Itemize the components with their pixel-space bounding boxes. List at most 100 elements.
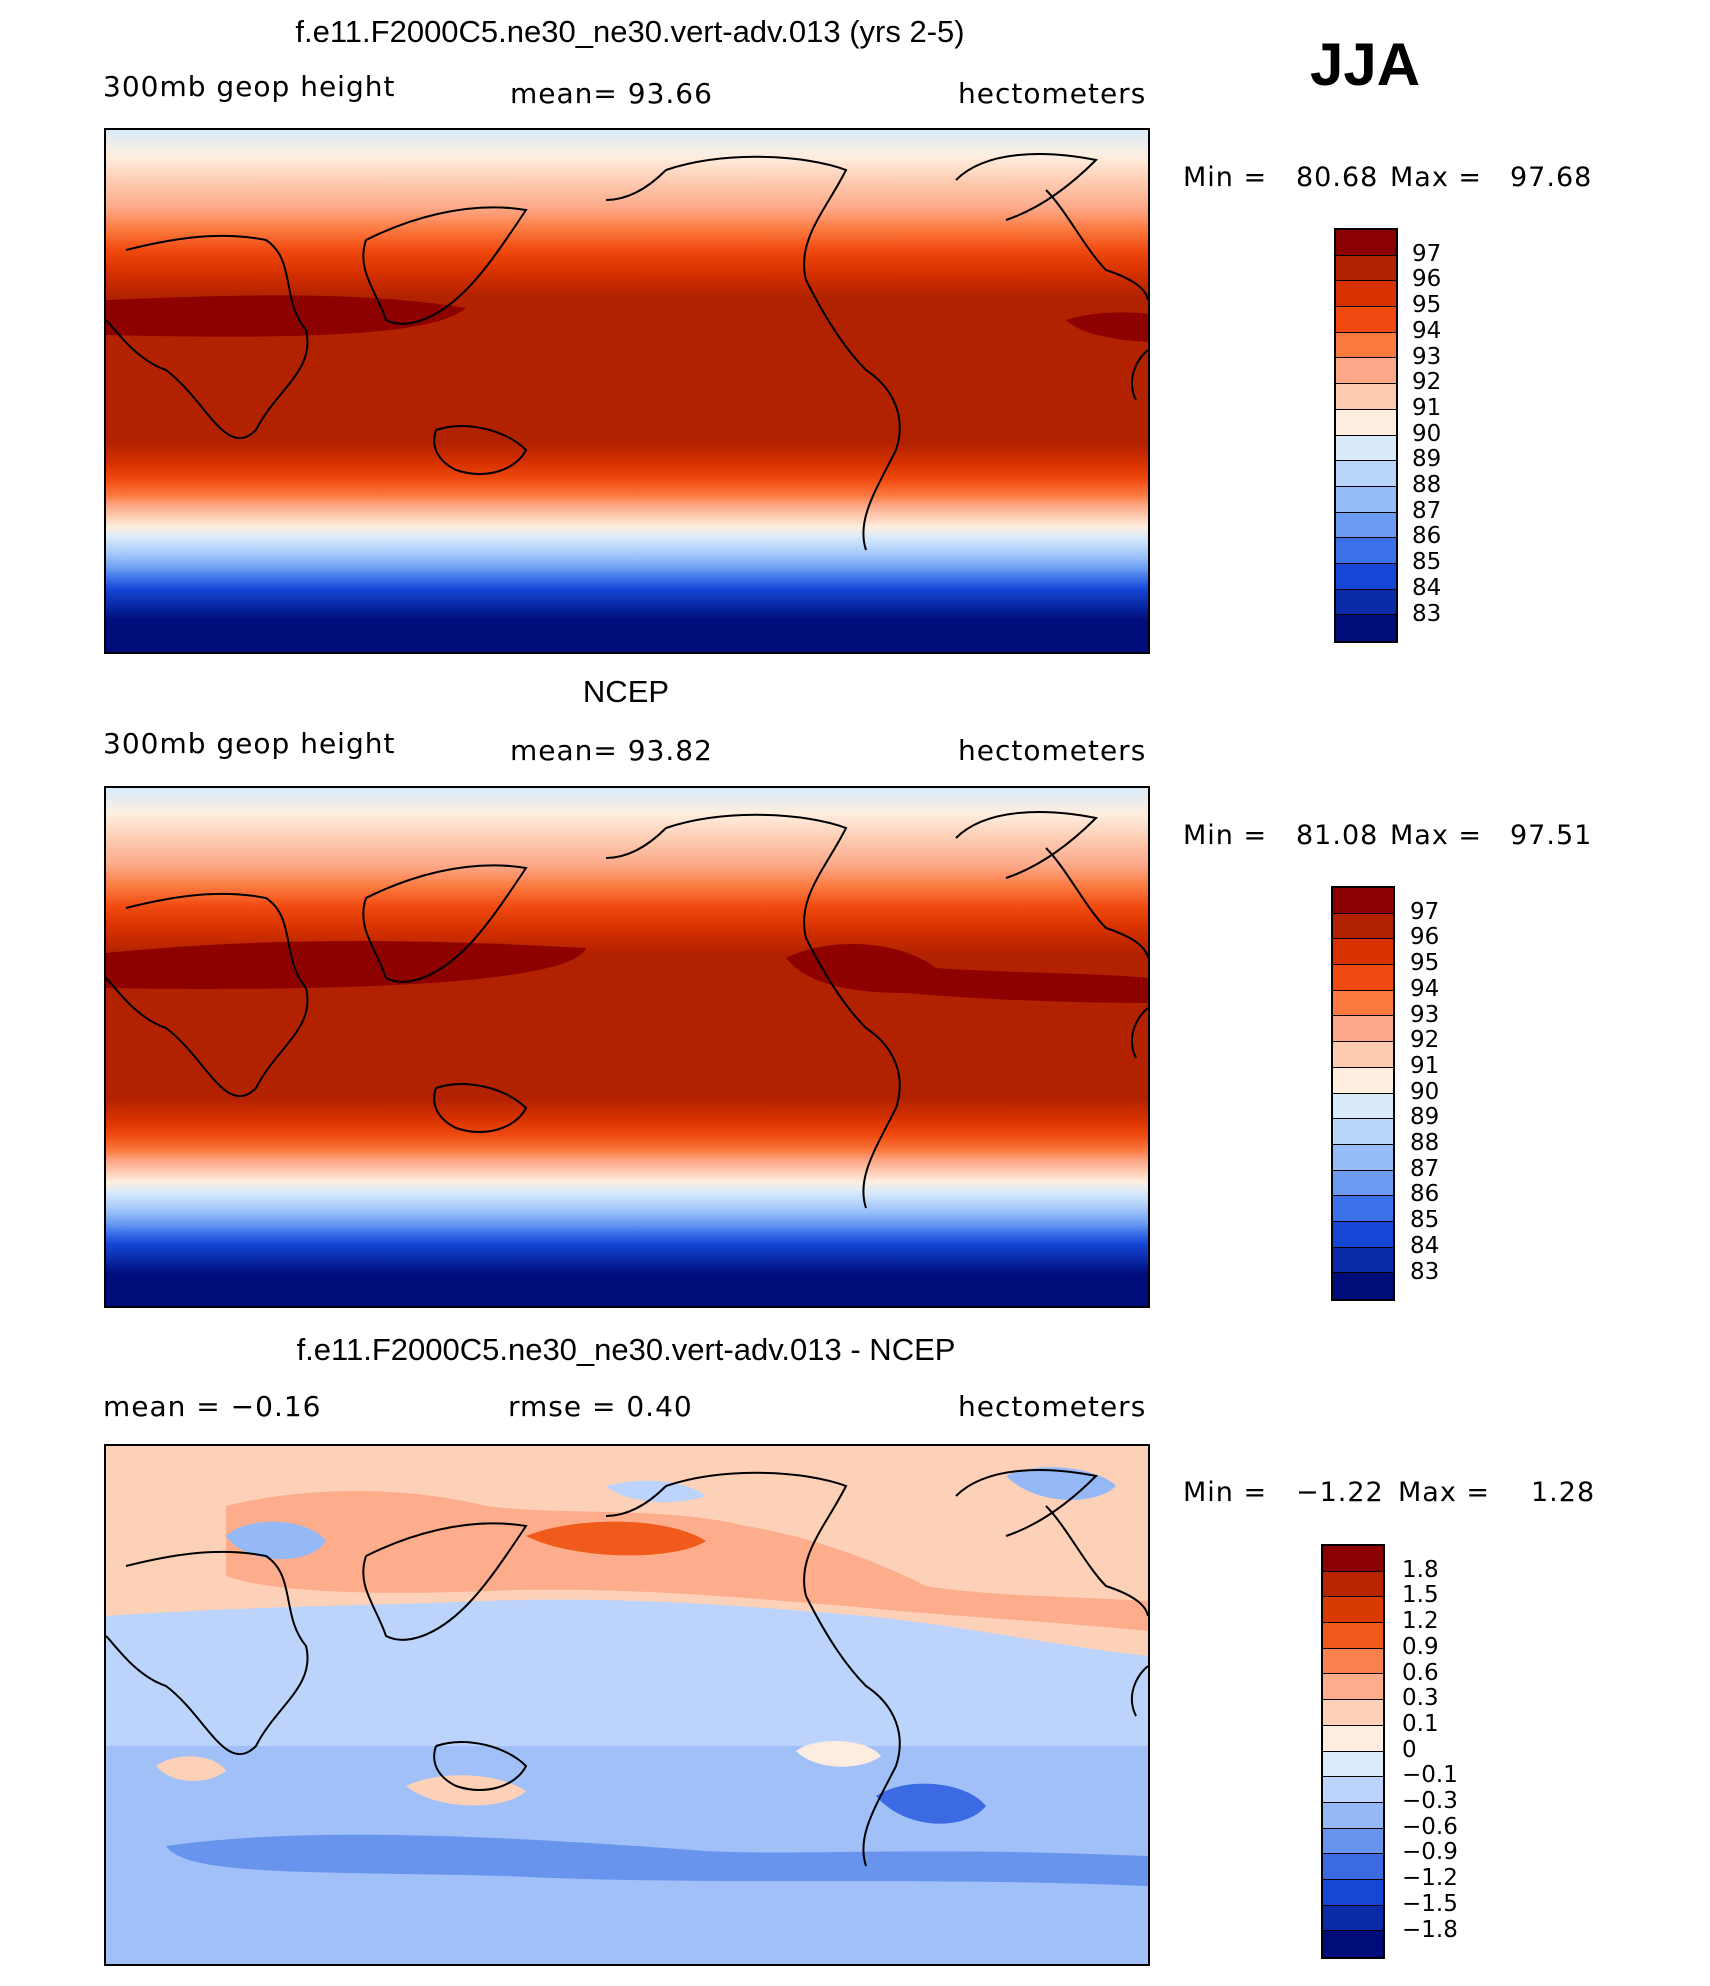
colorbar-swatch xyxy=(1323,1546,1383,1572)
colorbar-tick-label: 97 xyxy=(1412,240,1442,267)
panel1-min-value: 80.68 xyxy=(1296,162,1379,193)
panel3-colorbar xyxy=(1321,1544,1385,1959)
colorbar-tick-label: 89 xyxy=(1410,1104,1440,1131)
panel2-mean-label: mean= 93.82 xyxy=(510,734,713,767)
colorbar-tick-label: −1.5 xyxy=(1402,1890,1458,1917)
colorbar-swatch xyxy=(1336,435,1396,462)
colorbar-swatch xyxy=(1336,563,1396,590)
colorbar-swatch xyxy=(1323,1674,1383,1701)
colorbar-tick-label: 92 xyxy=(1410,1027,1440,1054)
colorbar-swatch xyxy=(1336,307,1396,333)
panel3-map xyxy=(104,1444,1150,1966)
panel1-mean-label: mean= 93.66 xyxy=(510,77,713,110)
colorbar-swatch xyxy=(1323,1725,1383,1752)
colorbar-tick-label: 85 xyxy=(1410,1207,1440,1234)
colorbar-swatch xyxy=(1336,384,1396,410)
colorbar-swatch xyxy=(1333,1273,1393,1299)
colorbar-tick-label: −0.1 xyxy=(1402,1762,1458,1789)
panel1-coastlines xyxy=(106,153,1148,551)
colorbar-swatch xyxy=(1333,1221,1393,1248)
panel1-contour-field xyxy=(106,130,1148,652)
colorbar-tick-label: 97 xyxy=(1410,898,1440,925)
panel2-min-value: 81.08 xyxy=(1296,820,1379,851)
season-label: JJA xyxy=(1310,31,1421,98)
colorbar-swatch xyxy=(1336,461,1396,487)
colorbar-swatch xyxy=(1323,1777,1383,1803)
colorbar-tick-label: 92 xyxy=(1412,369,1442,396)
colorbar-tick-label: 95 xyxy=(1410,950,1440,977)
panel1-colorbar xyxy=(1334,228,1398,643)
panel3-mean-label: mean = −0.16 xyxy=(103,1390,322,1423)
colorbar-swatch xyxy=(1323,1802,1383,1829)
colorbar-tick-label: 86 xyxy=(1410,1181,1440,1208)
colorbar-swatch xyxy=(1336,358,1396,385)
colorbar-tick-label: 87 xyxy=(1410,1155,1440,1182)
colorbar-tick-label: −1.2 xyxy=(1402,1865,1458,1892)
colorbar-swatch xyxy=(1336,486,1396,513)
colorbar-tick-label: 94 xyxy=(1410,975,1440,1002)
colorbar-swatch xyxy=(1336,409,1396,436)
colorbar-swatch xyxy=(1333,1144,1393,1171)
panel3-min-label: Min = xyxy=(1183,1477,1268,1508)
colorbar-tick-label: 0.9 xyxy=(1402,1633,1439,1660)
panel3-max-label: Max = xyxy=(1398,1477,1491,1508)
colorbar-tick-label: 84 xyxy=(1410,1232,1440,1259)
colorbar-swatch xyxy=(1333,1067,1393,1094)
colorbar-swatch xyxy=(1333,1119,1393,1145)
colorbar-swatch xyxy=(1333,1247,1393,1274)
colorbar-swatch xyxy=(1336,589,1396,616)
colorbar-swatch xyxy=(1333,1093,1393,1120)
colorbar-swatch xyxy=(1336,255,1396,282)
colorbar-swatch xyxy=(1336,538,1396,564)
panel2-variable-label: 300mb geop height xyxy=(103,727,396,760)
colorbar-swatch xyxy=(1323,1828,1383,1855)
colorbar-swatch xyxy=(1336,332,1396,359)
panel2-map xyxy=(104,786,1150,1308)
colorbar-swatch xyxy=(1323,1597,1383,1624)
colorbar-swatch xyxy=(1323,1648,1383,1675)
colorbar-tick-label: −0.9 xyxy=(1402,1839,1458,1866)
colorbar-tick-label: 95 xyxy=(1412,292,1442,319)
colorbar-tick-label: 90 xyxy=(1412,420,1442,447)
colorbar-tick-label: 96 xyxy=(1412,266,1442,293)
colorbar-swatch xyxy=(1336,281,1396,308)
colorbar-tick-label: −0.3 xyxy=(1402,1788,1458,1814)
panel3-title: f.e11.F2000C5.ne30_ne30.vert-adv.013 - N… xyxy=(296,1332,956,1367)
colorbar-swatch xyxy=(1333,913,1393,940)
colorbar-tick-label: 93 xyxy=(1410,1001,1440,1028)
colorbar-tick-label: 87 xyxy=(1412,497,1442,524)
panel1-variable-label: 300mb geop height xyxy=(103,70,396,103)
panel2-title: NCEP xyxy=(582,674,670,709)
panel3-rmse-label: rmse = 0.40 xyxy=(508,1390,693,1423)
colorbar-tick-label: 83 xyxy=(1412,600,1442,627)
panel2-units-label: hectometers xyxy=(958,734,1147,767)
colorbar-swatch xyxy=(1333,990,1393,1017)
colorbar-tick-label: 85 xyxy=(1412,549,1442,576)
colorbar-swatch xyxy=(1323,1571,1383,1598)
colorbar-swatch xyxy=(1323,1905,1383,1932)
panel3-coastlines xyxy=(106,1469,1148,1867)
colorbar-tick-label: 88 xyxy=(1410,1130,1440,1156)
panel2-colorbar xyxy=(1331,886,1395,1301)
colorbar-tick-label: 0.1 xyxy=(1402,1710,1439,1737)
panel2-min-label: Min = xyxy=(1183,820,1268,851)
panel3-contour-field xyxy=(106,1446,1148,1964)
panel3-min-value: −1.22 xyxy=(1296,1477,1384,1508)
colorbar-tick-label: 1.5 xyxy=(1402,1582,1439,1609)
panel2-contour-field xyxy=(106,788,1148,1306)
colorbar-swatch xyxy=(1323,1751,1383,1778)
colorbar-tick-label: 91 xyxy=(1412,394,1442,421)
colorbar-tick-label: 84 xyxy=(1412,574,1442,601)
colorbar-swatch xyxy=(1336,230,1396,256)
colorbar-swatch xyxy=(1323,1879,1383,1906)
panel1-min-label: Min = xyxy=(1183,162,1268,193)
colorbar-swatch xyxy=(1336,615,1396,641)
colorbar-tick-label: 0.6 xyxy=(1402,1659,1439,1686)
panel1-title: f.e11.F2000C5.ne30_ne30.vert-adv.013 (yr… xyxy=(295,14,965,49)
colorbar-tick-label: 93 xyxy=(1412,343,1442,370)
colorbar-tick-label: 83 xyxy=(1410,1258,1440,1285)
colorbar-tick-label: 0 xyxy=(1402,1736,1417,1763)
colorbar-swatch xyxy=(1333,965,1393,991)
panel3-max-value: 1.28 xyxy=(1531,1477,1596,1508)
colorbar-tick-label: 0.3 xyxy=(1402,1685,1439,1712)
